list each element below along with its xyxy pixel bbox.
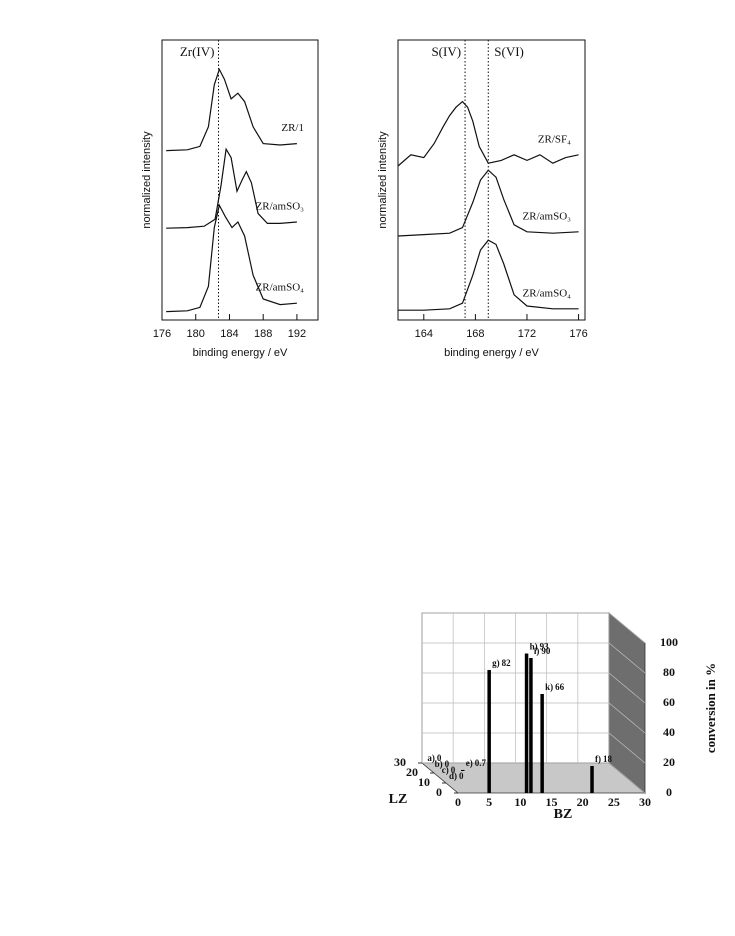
bar-label: d) 0 <box>449 771 464 781</box>
lz-tick-label: 20 <box>406 765 418 779</box>
spectrum-line <box>166 147 297 229</box>
grid-line <box>422 732 646 764</box>
bar-label-letter: h) <box>530 642 538 652</box>
bar-label-value: 82 <box>502 658 512 668</box>
series-label: ZR/amSO₄ <box>523 287 572 299</box>
bar-label-letter: a) <box>427 753 435 763</box>
x-tick-label: 25 <box>608 795 620 809</box>
spectrum-line <box>397 100 579 167</box>
bar-label: i) 90 <box>534 646 551 656</box>
grid-line <box>422 762 646 794</box>
x-tick-label: 15 <box>546 795 558 809</box>
x-tick-label: 176 <box>153 328 171 340</box>
x-tick-label: 5 <box>486 795 492 809</box>
plot-frame <box>161 39 319 321</box>
x-tick-label: 30 <box>639 795 651 809</box>
bar-label-letter: c) <box>442 765 449 775</box>
bar-label: c) 0 <box>442 765 456 775</box>
x-tick-label: 184 <box>220 328 238 340</box>
lz-tick-label: 0 <box>436 785 442 799</box>
annotation: Zr(IV) <box>180 44 215 59</box>
bar-label-letter: d) <box>449 771 457 781</box>
bar-label: e) 0.7 <box>466 758 487 768</box>
spectrum-line <box>397 169 579 237</box>
bar-label-letter: f) <box>595 754 601 764</box>
bar-label-value: 0 <box>459 771 464 781</box>
y-axis-title: normalized intensity <box>141 131 153 229</box>
bar-label-letter: e) <box>466 758 473 768</box>
lz-tick-label: 30 <box>394 755 406 769</box>
bar-label: a) 0 <box>427 753 442 763</box>
x-tick-label: 0 <box>455 795 461 809</box>
series-label: ZR/amSO₄ <box>256 282 305 294</box>
bar-label-letter: b) <box>435 759 443 769</box>
bar-label-value: 18 <box>603 754 613 764</box>
x-tick-label: 176 <box>569 328 587 340</box>
y-tick-label: 40 <box>663 725 675 739</box>
bar-label: h) 93 <box>530 642 550 652</box>
x-tick-label: 168 <box>466 328 484 340</box>
y-tick-label: 0 <box>666 785 672 799</box>
bar-label-value: 93 <box>540 642 550 652</box>
bar-label: g) 82 <box>492 658 511 668</box>
series-label: ZR/SF₄ <box>538 133 571 145</box>
spectrum-line <box>166 203 297 313</box>
spectrum-line <box>166 67 297 152</box>
series-label: ZR/amSO₃ <box>523 210 572 222</box>
series-label: ZR/amSO₃ <box>256 201 305 213</box>
annotation: S(IV) <box>431 44 461 59</box>
bar-label-value: 0.7 <box>475 758 487 768</box>
bar-label: b) 0 <box>435 759 450 769</box>
series-label: ZR/1 <box>281 122 304 134</box>
grid-line <box>422 612 646 644</box>
y-axis-title: conversion in % <box>703 663 718 753</box>
lz-axis-title: LZ <box>389 792 408 807</box>
y-tick-label: 100 <box>660 635 678 649</box>
x-tick-label: 172 <box>518 328 536 340</box>
annotation: S(VI) <box>494 44 524 59</box>
y-tick-label: 80 <box>663 665 675 679</box>
grid-line <box>422 642 646 674</box>
y-tick-label: 20 <box>663 755 675 769</box>
x-tick-label: 164 <box>415 328 433 340</box>
bar-label-letter: k) <box>545 682 553 692</box>
x-axis-title: BZ <box>554 807 573 822</box>
y-axis-title: normalized intensity <box>377 131 389 229</box>
bar-label-value: 90 <box>541 646 551 656</box>
side-wall <box>608 612 646 794</box>
spectrum-line <box>398 239 579 311</box>
x-tick-label: 10 <box>514 795 526 809</box>
lz-tick-label: 10 <box>418 775 430 789</box>
x-axis-title: binding energy / eV <box>193 347 288 359</box>
bar-label-value: 0 <box>437 753 442 763</box>
y-tick-label: 60 <box>663 695 675 709</box>
bar-label: f) 18 <box>595 754 613 764</box>
x-tick-label: 188 <box>254 328 272 340</box>
bar-label-letter: i) <box>534 646 540 656</box>
x-tick-label: 20 <box>577 795 589 809</box>
bar-label-letter: g) <box>492 658 500 668</box>
grid-line <box>422 702 646 734</box>
x-tick-label: 192 <box>288 328 306 340</box>
bar-label-value: 0 <box>445 759 450 769</box>
bar-label-value: 0 <box>451 765 456 775</box>
plot-frame <box>397 39 586 321</box>
x-tick-label: 180 <box>187 328 205 340</box>
grid-line <box>422 672 646 704</box>
bar-label: k) 66 <box>545 682 565 692</box>
x-axis-title: binding energy / eV <box>444 347 539 359</box>
bar-label-value: 66 <box>555 682 565 692</box>
